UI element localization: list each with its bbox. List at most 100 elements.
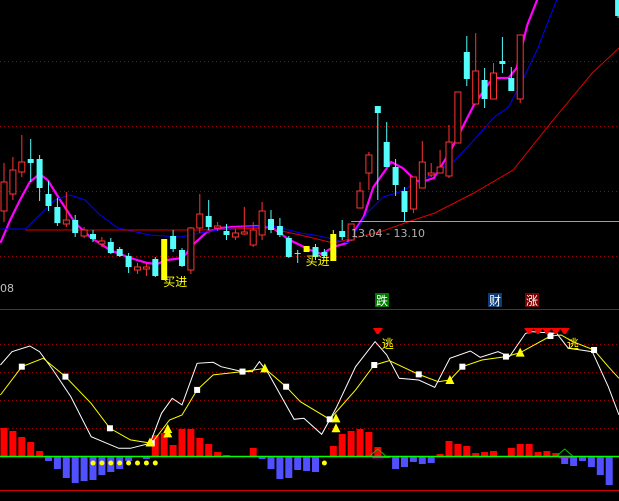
histogram-bar xyxy=(356,429,364,456)
candle xyxy=(249,222,257,247)
cross-triangle-mark xyxy=(556,448,574,457)
candle-body xyxy=(481,80,488,99)
histogram-bar xyxy=(178,429,186,456)
k-line xyxy=(0,331,619,449)
candle xyxy=(418,141,426,189)
candle-body xyxy=(516,34,524,100)
candle xyxy=(170,230,177,252)
histogram-bar xyxy=(71,456,79,483)
candle-body xyxy=(258,210,266,236)
histogram-bar xyxy=(490,451,497,456)
badge-fall[interactable]: 跌 xyxy=(375,293,389,308)
candle-body xyxy=(249,229,257,246)
candle xyxy=(356,182,364,209)
candle-body xyxy=(80,229,88,237)
candle xyxy=(481,68,488,108)
warning-mark-icon xyxy=(524,328,535,334)
buy-triangle-icon xyxy=(260,363,270,373)
candle xyxy=(116,247,123,257)
candle-body xyxy=(312,247,319,257)
d-line-marker xyxy=(62,373,69,380)
candle xyxy=(9,157,17,200)
d-line-marker xyxy=(106,425,113,432)
histogram-bar xyxy=(454,444,462,456)
candle-body xyxy=(170,236,177,249)
candle-body xyxy=(223,231,230,235)
candle-body xyxy=(36,159,43,188)
candle-body xyxy=(374,106,381,113)
ma-long-line xyxy=(25,47,619,244)
warning-mark-icon xyxy=(559,328,570,334)
histogram-bar xyxy=(472,453,480,456)
badge-rise-label: 涨 xyxy=(526,293,538,308)
histogram-bar xyxy=(258,456,266,459)
candle-body xyxy=(18,161,26,173)
histogram-bar xyxy=(552,453,560,456)
candle xyxy=(339,220,346,240)
candle xyxy=(615,0,619,18)
candle-body xyxy=(152,259,159,276)
buy-triangle-icon xyxy=(331,423,341,433)
warning-mark-icon xyxy=(372,328,383,334)
badge-rise[interactable]: 涨 xyxy=(525,293,539,308)
candles xyxy=(0,0,619,280)
candle xyxy=(62,192,70,227)
candle xyxy=(223,224,230,240)
d-line-marker xyxy=(194,386,201,393)
candle xyxy=(427,163,435,177)
badge-fall-bg xyxy=(375,293,389,307)
candle xyxy=(134,263,141,274)
candle xyxy=(54,198,61,226)
candle xyxy=(463,36,470,86)
candle xyxy=(161,239,168,280)
candle-body xyxy=(116,249,123,256)
histogram-bar xyxy=(401,456,408,467)
candle xyxy=(80,227,88,238)
candle xyxy=(454,91,462,144)
candle xyxy=(196,194,204,233)
candle-body xyxy=(418,161,426,189)
d-line-marker xyxy=(326,416,333,423)
buy-signal-label: 买进 xyxy=(306,254,330,268)
histogram-bar xyxy=(151,435,159,456)
candle-body xyxy=(90,234,96,239)
escape-signal-label: 逃 xyxy=(382,337,394,351)
histogram-bar xyxy=(53,456,61,469)
candle xyxy=(490,63,497,100)
histogram xyxy=(0,428,619,485)
ma-mid-line xyxy=(0,0,558,244)
histogram-bar xyxy=(205,444,213,456)
candle-body xyxy=(161,239,168,280)
candle-body xyxy=(285,238,292,257)
candle-body xyxy=(383,142,390,167)
candle-body xyxy=(463,52,470,79)
badge-rise-bg xyxy=(525,293,539,307)
candle xyxy=(276,218,283,237)
histogram-bar xyxy=(249,448,257,456)
candle xyxy=(142,263,150,276)
candle-body xyxy=(499,61,506,64)
candle xyxy=(285,236,292,258)
histogram-bar xyxy=(570,456,578,466)
candle xyxy=(303,246,310,252)
candle-body xyxy=(303,246,310,252)
histogram-bar xyxy=(596,456,604,475)
candle-body xyxy=(9,169,17,195)
buy-triangle-icon xyxy=(163,428,173,438)
histogram-bar xyxy=(294,456,302,470)
buy-triangle-icon xyxy=(145,437,155,447)
candle xyxy=(72,215,79,237)
histogram-bar xyxy=(481,452,489,456)
candle-body xyxy=(98,240,106,245)
histogram-bar xyxy=(445,441,453,456)
candle xyxy=(214,222,222,231)
histogram-bar xyxy=(62,456,70,478)
badge-fall-label: 跌 xyxy=(376,293,388,308)
candle xyxy=(27,139,34,182)
d-line-marker xyxy=(591,347,598,354)
histogram-bar xyxy=(89,456,97,480)
histogram-bar xyxy=(160,433,168,456)
badge-finance[interactable]: 财 xyxy=(488,293,502,308)
signal-dot xyxy=(135,460,140,466)
